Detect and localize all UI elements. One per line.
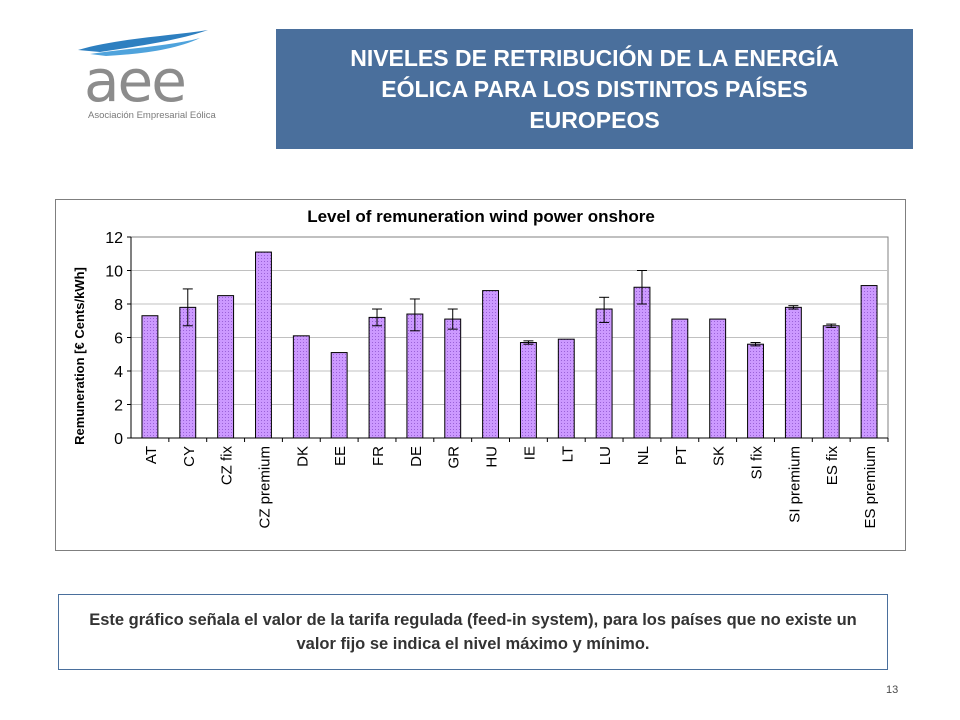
caption-box: Este gráfico señala el valor de la tarif… xyxy=(58,594,888,670)
y-tick-label: 0 xyxy=(114,431,123,448)
x-tick-label: IE xyxy=(521,446,538,460)
aee-logo: aee Asociación Empresarial Eólica xyxy=(70,28,230,128)
x-tick-label: AT xyxy=(143,446,160,464)
bar xyxy=(330,352,348,439)
bar xyxy=(217,295,235,439)
x-tick-label: GR xyxy=(446,446,463,469)
caption-text: Este gráfico señala el valor de la tarif… xyxy=(89,611,857,653)
bar xyxy=(595,308,613,439)
bar xyxy=(557,338,575,439)
y-tick-label: 4 xyxy=(114,364,123,381)
bar xyxy=(292,335,310,439)
title-banner: NIVELES DE RETRIBUCIÓN DE LA ENERGÍA EÓL… xyxy=(276,29,913,149)
x-tick-label: HU xyxy=(484,446,501,468)
bar xyxy=(633,286,651,439)
x-tick-label: CY xyxy=(181,446,198,467)
x-tick-label: ES premium xyxy=(862,446,879,529)
bar xyxy=(519,342,537,439)
y-tick-label: 6 xyxy=(114,331,123,348)
x-tick-label: SI fix xyxy=(749,446,766,480)
page-title: NIVELES DE RETRIBUCIÓN DE LA ENERGÍA EÓL… xyxy=(350,44,839,133)
x-tick-label: DK xyxy=(294,446,311,467)
logo-subtitle: Asociación Empresarial Eólica xyxy=(88,110,216,121)
chart-title: Level of remuneration wind power onshore xyxy=(307,207,655,226)
wind-swoosh-icon xyxy=(78,30,208,56)
x-tick-label: LU xyxy=(597,446,614,465)
y-tick-label: 2 xyxy=(114,398,123,415)
page-number: 13 xyxy=(886,684,899,696)
bar xyxy=(784,306,802,439)
x-tick-label: SK xyxy=(711,446,728,466)
bar xyxy=(444,318,462,439)
x-tick-label: SI premium xyxy=(786,446,803,523)
logo-wordmark: aee xyxy=(84,47,187,115)
x-tick-label: FR xyxy=(370,446,387,466)
bar xyxy=(860,285,878,439)
x-tick-label: CZ fix xyxy=(219,446,236,486)
bar xyxy=(822,325,840,439)
bar xyxy=(141,315,159,439)
bar xyxy=(747,343,764,439)
bar xyxy=(671,318,689,439)
y-tick-label: 8 xyxy=(114,297,123,314)
chart-frame: Level of remuneration wind power onshore… xyxy=(55,199,906,551)
x-tick-label: CZ premium xyxy=(256,446,273,529)
y-axis-label: Remuneration [€ Cents/kWh] xyxy=(72,267,87,445)
x-tick-label: ES fix xyxy=(824,446,841,486)
bar xyxy=(482,290,500,439)
x-tick-label: NL xyxy=(635,446,652,465)
bar-chart: Level of remuneration wind power onshore… xyxy=(72,207,889,529)
x-tick-label: PT xyxy=(673,446,690,465)
bar xyxy=(255,251,272,439)
bar xyxy=(709,318,727,439)
bar xyxy=(406,313,424,439)
x-tick-label: LT xyxy=(559,446,576,462)
y-tick-label: 10 xyxy=(105,264,123,281)
bar xyxy=(179,306,197,439)
x-tick-label: DE xyxy=(408,446,425,467)
bar xyxy=(368,316,386,439)
x-tick-label: EE xyxy=(332,446,349,466)
y-tick-label: 12 xyxy=(105,230,123,247)
